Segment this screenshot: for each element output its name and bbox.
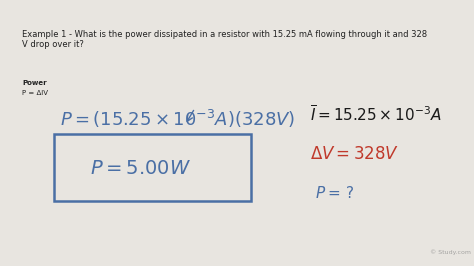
Text: $\Delta V=328V$: $\Delta V=328V$ <box>310 145 399 163</box>
Text: $P=\,?$: $P=\,?$ <box>315 185 355 201</box>
Text: © Study.com: © Study.com <box>430 249 471 255</box>
Text: P = ΔIV: P = ΔIV <box>22 90 48 96</box>
Text: Example 1 - What is the power dissipated in a resistor with 15.25 mA flowing thr: Example 1 - What is the power dissipated… <box>22 30 427 49</box>
Text: $P=(15.25\times10^{-3}A)(328V)$: $P=(15.25\times10^{-3}A)(328V)$ <box>60 108 295 130</box>
Text: Power: Power <box>22 80 46 86</box>
Text: $\overline{I}=15.25\times10^{-3}A$: $\overline{I}=15.25\times10^{-3}A$ <box>310 105 442 125</box>
Text: $P=5.00W$: $P=5.00W$ <box>90 159 191 177</box>
